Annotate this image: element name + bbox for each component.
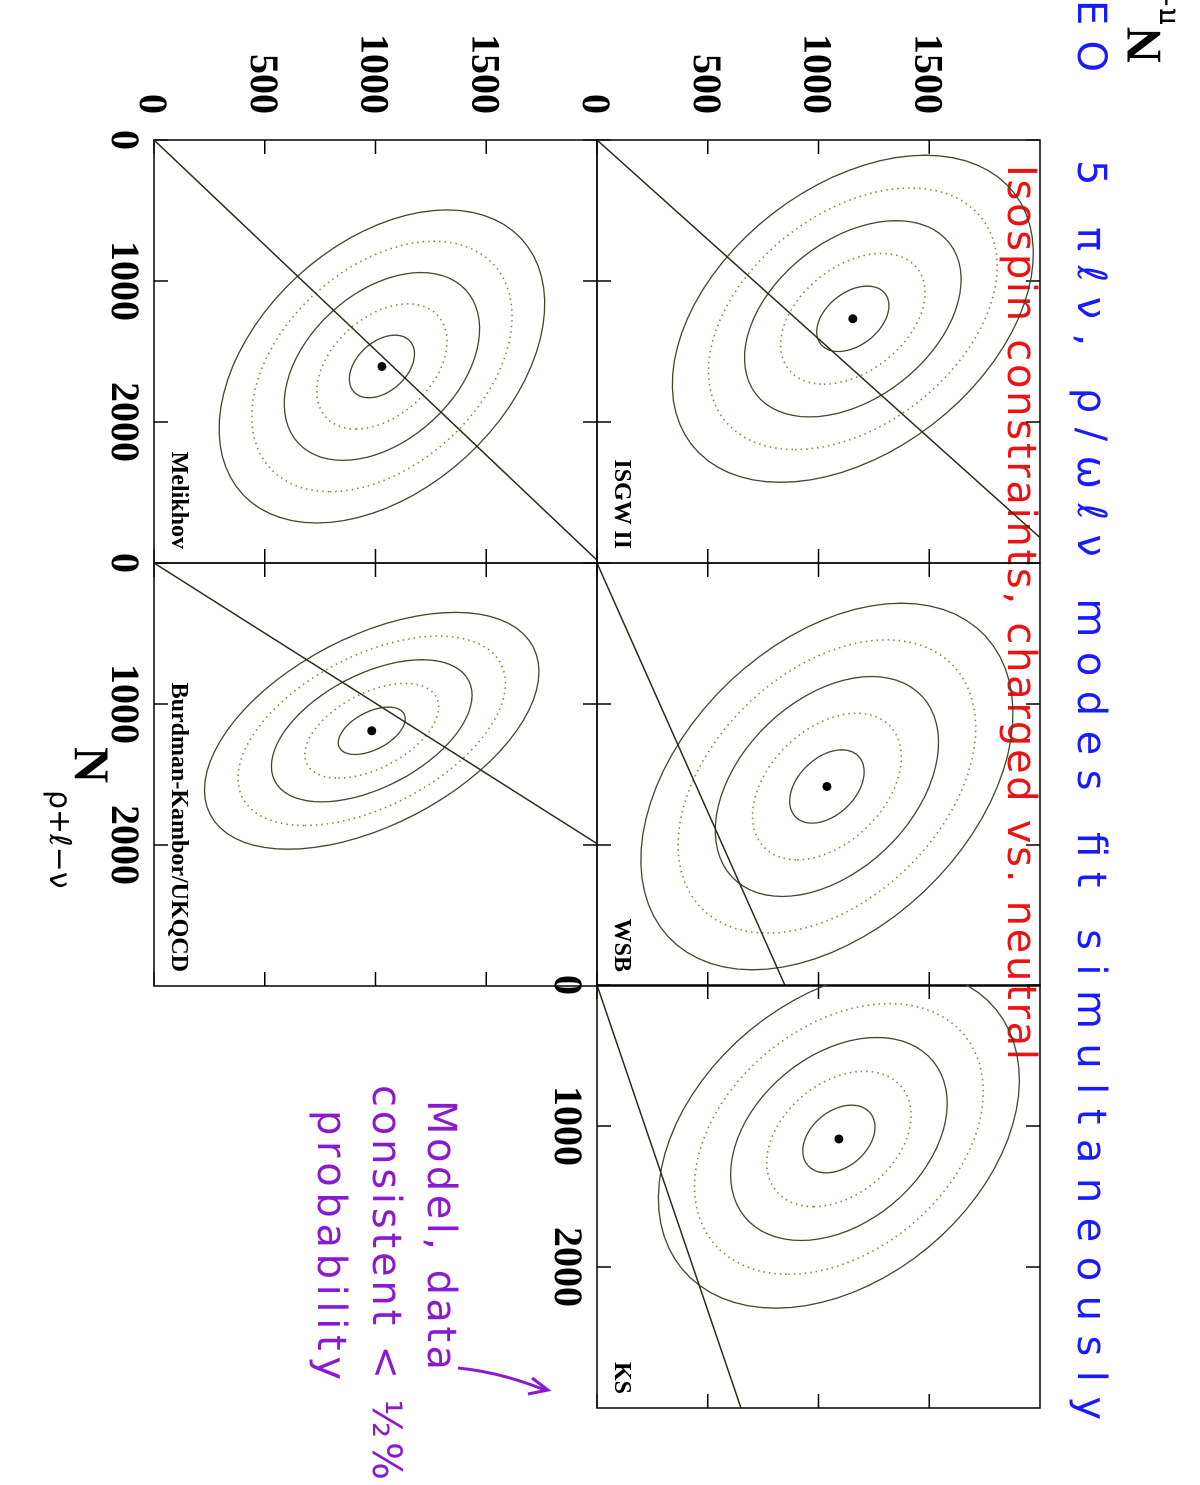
constraint-line — [597, 985, 742, 1408]
x-tick-label: 2000 — [546, 1227, 591, 1307]
handwritten-note: Model, data — [418, 1100, 464, 1370]
contours — [640, 602, 1014, 971]
x-tick-label: 1000 — [103, 241, 148, 321]
contour — [779, 252, 926, 386]
x-tick-label: 1000 — [546, 1086, 591, 1166]
x-tick-label: 0 — [103, 553, 148, 573]
x-tick-label: 1000 — [103, 664, 148, 744]
contour — [270, 659, 473, 803]
handwritten-line: Isospin constraints, charged vs. neutral — [998, 165, 1044, 1060]
best-fit-point — [834, 1134, 844, 1144]
best-fit-point — [377, 361, 387, 371]
contours — [203, 611, 540, 850]
contours — [218, 209, 546, 524]
contour — [802, 1104, 876, 1174]
constraint-line — [597, 563, 786, 986]
constraint-line — [154, 140, 597, 561]
contour — [714, 675, 940, 898]
contour — [671, 154, 1034, 483]
contour — [315, 302, 448, 430]
note-arrow — [457, 1366, 552, 1396]
panel-frame — [596, 562, 1041, 987]
y-tick-label: 1000 — [796, 34, 841, 114]
panel-title: KS — [609, 1362, 635, 1394]
contour — [237, 635, 507, 827]
x-tick-label: 2000 — [103, 382, 148, 462]
y-tick-label: 0 — [574, 94, 619, 114]
x-tick-label: 2000 — [103, 805, 148, 885]
y-axis-label-sub: π+ℓ−ν — [1149, 0, 1182, 25]
rotated-slide: EO 5 πℓν, ρ/ωℓν modes fit simultaneously… — [42, 0, 1182, 1480]
corner-note: EO — [1068, 0, 1114, 72]
y-axis-label-group: N π+ℓ−ν — [1115, 0, 1182, 63]
y-tick-label: 1500 — [463, 34, 508, 114]
contour — [203, 611, 540, 850]
contour — [283, 271, 481, 462]
x-axis-label-sub: ρ+ℓ−ν — [42, 790, 77, 888]
contours — [671, 154, 1034, 483]
best-fit-point — [367, 726, 377, 736]
x-tick-label: 0 — [103, 130, 148, 150]
y-axis-label: N — [1115, 27, 1171, 63]
y-tick-label: 500 — [242, 54, 287, 114]
panel-title: Melikhov — [166, 452, 192, 549]
contour — [729, 1036, 948, 1242]
contour — [707, 187, 999, 451]
constraint-line — [154, 563, 597, 845]
contour — [303, 682, 440, 780]
constraint-line — [597, 140, 1040, 539]
handwritten-note: consistent < ½% — [363, 1085, 409, 1480]
handwritten-note: probability — [308, 1110, 354, 1380]
contour — [337, 706, 406, 756]
y-tick-label: 500 — [685, 54, 730, 114]
contour — [816, 285, 890, 353]
y-tick-label: 1000 — [353, 34, 398, 114]
contours — [657, 985, 1021, 1309]
x-tick-label: 0 — [546, 975, 591, 995]
best-fit-point — [848, 314, 858, 324]
best-fit-point — [822, 781, 832, 791]
contour — [348, 334, 416, 399]
y-tick-label: 1500 — [906, 34, 951, 114]
contour — [218, 209, 546, 524]
contour — [789, 749, 865, 824]
contour — [657, 985, 1021, 1309]
panel-title: WSB — [609, 919, 635, 972]
contour — [743, 220, 962, 418]
x-axis-label: N — [64, 747, 120, 783]
panel-frame — [596, 139, 1041, 564]
panel-title: ISGW II — [609, 459, 635, 549]
y-tick-label: 0 — [131, 94, 176, 114]
panel-title: Burdman-Kambor/UKQCD — [166, 683, 192, 972]
handwritten-line: 5 πℓν, ρ/ωℓν modes fit simultaneously — [1068, 160, 1114, 1420]
contour — [640, 602, 1014, 971]
contour — [250, 240, 513, 493]
